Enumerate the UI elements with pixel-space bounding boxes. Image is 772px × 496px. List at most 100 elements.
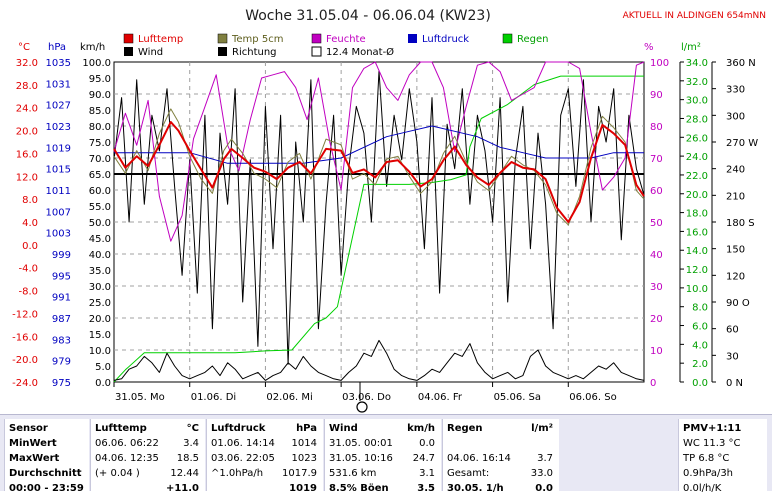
y-tick-lm2: 6.0 xyxy=(692,322,708,333)
legend-swatch-monat xyxy=(311,46,322,57)
y-tick-percent: 30 xyxy=(650,282,663,293)
y-tick-percent: 20 xyxy=(650,314,663,325)
y-tick-lm2: 30.0 xyxy=(686,96,708,107)
stats-luftdruck-max: 1023 xyxy=(291,453,317,464)
legend-temp5cm: Temp 5cm xyxy=(231,34,283,45)
axes: -24.0 -20.0 -16.0 -12.0 -8.0 -4.0 0.0 4.0 8.0 12.… xyxy=(12,58,758,389)
y-tick-kmh: 20.0 xyxy=(89,314,111,325)
y-tick-percent: 90 xyxy=(650,90,663,101)
y-tick-hpa: 1003 xyxy=(46,229,71,240)
stats-row-avg: Durchschnitt xyxy=(9,468,82,479)
y-tick-hpa: 1007 xyxy=(46,207,71,218)
y-tick-kmh: 50.0 xyxy=(89,218,111,229)
stats-wind-min-time: 31.05. 00:01 xyxy=(329,438,393,449)
y-tick-celsius: -24.0 xyxy=(12,378,38,389)
y-tick-kmh: 80.0 xyxy=(89,122,111,133)
y-tick-celsius: -16.0 xyxy=(12,332,38,343)
legend-swatch-richtung xyxy=(218,47,227,56)
x-axis-labels: 31.05. Mo 01.06. Di 02.06. Mi 03.06. Do 04.0… xyxy=(113,382,617,403)
legend-regen: Regen xyxy=(517,34,549,45)
stats-lufttemp-min-time: 06.06. 06:22 xyxy=(95,438,159,449)
y-tick-hpa: 991 xyxy=(52,293,71,304)
legend: Lufttemp Wind Temp 5cm Richtung Feuchte … xyxy=(123,33,549,58)
y-tick-celsius: 32.0 xyxy=(16,58,38,69)
stats-luftdruck-min: 1014 xyxy=(291,438,317,449)
y-tick-celsius: 8.0 xyxy=(22,195,38,206)
x-tick-label: 31.05. Mo xyxy=(115,392,165,403)
y-tick-kmh: 30.0 xyxy=(89,282,111,293)
stats-lufttemp-trend: (+ 0.04 ) xyxy=(95,468,140,479)
y-tick-percent: 10 xyxy=(650,346,663,357)
stats-wind-day: 3.5 xyxy=(417,483,435,494)
y-tick-celsius: 28.0 xyxy=(16,81,38,92)
x-tick-label: 03.06. Do xyxy=(342,392,391,403)
stats-wind-distance: 531.6 km xyxy=(329,468,377,479)
y-tick-hpa: 983 xyxy=(52,335,71,346)
stats-row-min: MinWert xyxy=(9,438,57,449)
series-layer xyxy=(113,61,645,383)
y-tick-lm2: 20.0 xyxy=(686,190,708,201)
y-tick-kmh: 10.0 xyxy=(89,346,111,357)
stats-luftdruck-title: Luftdruck xyxy=(211,423,266,434)
x-tick-label: 04.06. Fr xyxy=(418,392,463,403)
stats-pmv-dewpoint: TP 6.8 °C xyxy=(683,453,730,464)
stats-lufttemp-min: 3.4 xyxy=(183,438,199,449)
y-tick-hpa: 975 xyxy=(52,378,71,389)
legend-swatch-temp5cm xyxy=(217,33,228,44)
series-temp-5cm xyxy=(113,108,645,226)
legend-swatch-regen xyxy=(502,33,513,44)
stats-luftdruck-day: 1019 xyxy=(289,483,317,494)
y-tick-lm2: 22.0 xyxy=(686,171,708,182)
stats-lufttemp-unit: °C xyxy=(186,423,199,434)
stats-wind-gusts: 8.5% Böen xyxy=(329,483,389,494)
y-tick-hpa: 1035 xyxy=(46,58,71,69)
stats-regen-day: 0.0 xyxy=(535,483,553,494)
y-tick-kmh: 45.0 xyxy=(89,234,111,245)
y-tick-celsius: 0.0 xyxy=(22,241,38,252)
series-lufttemp xyxy=(113,121,645,223)
stats-wind-max: 24.7 xyxy=(412,453,435,464)
y-tick-lm2: 26.0 xyxy=(686,133,708,144)
legend-swatch-feuchte xyxy=(311,33,322,44)
y-tick-kmh: 25.0 xyxy=(89,298,111,309)
y-tick-celsius: 12.0 xyxy=(16,172,38,183)
stats-luftdruck-avg: 1017.9 xyxy=(282,468,317,479)
y-tick-hpa: 995 xyxy=(52,271,71,282)
stats-luftdruck-unit: hPa xyxy=(296,423,317,434)
stats-wind-avg: 3.1 xyxy=(419,468,435,479)
y-tick-kmh: 35.0 xyxy=(89,266,111,277)
stats-regen-total-label: Gesamt: xyxy=(447,468,490,479)
y-tick-kmh: 100.0 xyxy=(82,58,111,69)
y-tick-kmh: 55.0 xyxy=(89,202,111,213)
stats-regen-column: Regen l/m² 04.06. 16:14 3.7 Gesamt: 33.0 30… xyxy=(442,419,559,494)
unit-kmh: km/h xyxy=(80,42,105,53)
legend-swatch-lufttemp xyxy=(123,33,134,44)
y-tick-hpa: 1023 xyxy=(46,122,71,133)
stats-regen-rate-label: 30.05. 1/h xyxy=(447,483,504,494)
stats-wind-max-time: 31.05. 10:16 xyxy=(329,453,393,464)
time-slider-handle[interactable] xyxy=(356,401,368,413)
series-luftdruck xyxy=(114,125,644,164)
y-tick-kmh: 70.0 xyxy=(89,154,111,165)
stats-regen-max: 3.7 xyxy=(537,453,553,464)
y-tick-lm2: 34.0 xyxy=(686,58,708,69)
y-tick-percent: 40 xyxy=(650,250,663,261)
time-slider[interactable] xyxy=(356,382,368,413)
y-tick-kmh: 65.0 xyxy=(89,170,111,181)
stats-lufttemp-avg: 12.44 xyxy=(170,468,199,479)
stats-lufttemp-column: Lufttemp °C 06.06. 06:22 3.4 04.06. 12:35 1… xyxy=(90,419,205,494)
y-tick-celsius: 20.0 xyxy=(16,127,38,138)
y-tick-celsius: -4.0 xyxy=(18,264,38,275)
y-tick-direction: 240 xyxy=(726,165,745,176)
y-tick-celsius: -20.0 xyxy=(12,355,38,366)
series-regen xyxy=(113,75,644,383)
legend-wind: Wind xyxy=(138,47,163,58)
stats-luftdruck-trend: ^1.0hPa/h xyxy=(211,468,264,479)
y-tick-kmh: 0.0 xyxy=(95,378,111,389)
y-tick-lm2: 4.0 xyxy=(692,340,708,351)
series-wind xyxy=(113,339,645,381)
y-tick-percent: 50 xyxy=(650,218,663,229)
legend-lufttemp: Lufttemp xyxy=(138,34,183,45)
y-tick-hpa: 1019 xyxy=(46,143,71,154)
stats-pmv-rain-rate: 0.0l/h/K xyxy=(683,483,722,494)
